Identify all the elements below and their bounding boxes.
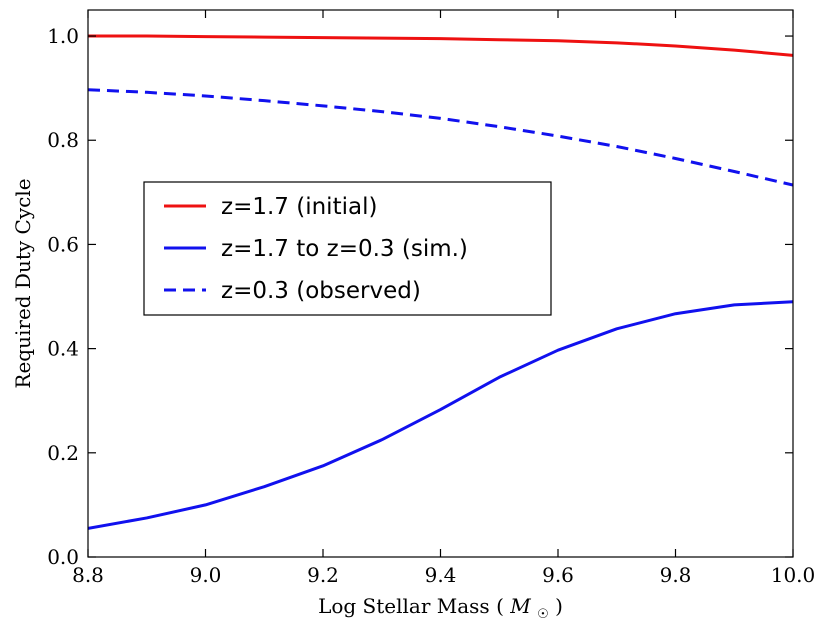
x-tick-label: 9.6: [542, 563, 574, 587]
x-axis-label: Log Stellar Mass ( M ☉ ): [318, 594, 563, 623]
x-tick-label: 9.2: [307, 563, 339, 587]
y-tick-label: 0.0: [47, 545, 79, 569]
x-tick-label: 10.0: [771, 563, 816, 587]
y-tick-label: 0.6: [47, 232, 79, 256]
x-axis-label-text: Log Stellar Mass: [318, 594, 490, 618]
x-tick-label: 9.8: [660, 563, 692, 587]
series-line-2: [88, 300, 793, 530]
x-axis-label-paren-open: (: [496, 594, 504, 618]
axis-ticks: [87, 10, 794, 558]
y-tick-label: 1.0: [47, 24, 79, 48]
series-line-3: [88, 88, 793, 187]
y-tick-label: 0.2: [47, 441, 79, 465]
x-tick-label: 9.0: [190, 563, 222, 587]
y-axis-label: Required Duty Cycle: [11, 178, 35, 388]
legend-box: [143, 181, 552, 316]
y-tick-label: 0.8: [47, 128, 79, 152]
y-tick-labels: 0.0 0.2 0.4 0.6 0.8 1.0: [47, 24, 79, 569]
series-line-1: [88, 34, 793, 57]
y-tick-label: 0.4: [47, 337, 79, 361]
x-tick-label: 8.8: [72, 563, 104, 587]
legend-label-1: z=1.7 (initial): [221, 194, 377, 220]
x-tick-label: 9.4: [425, 563, 457, 587]
legend-label-2: z=1.7 to z=0.3 (sim.): [221, 236, 468, 262]
x-axis-label-paren-close: ): [555, 594, 563, 618]
legend-label-3: z=0.3 (observed): [221, 278, 421, 304]
legend: z=1.7 (initial) z=1.7 to z=0.3 (sim.) z=0.…: [143, 181, 552, 316]
x-axis-unit-subscript: ☉: [537, 607, 549, 622]
series-lines: [88, 34, 793, 530]
x-axis-unit-symbol: M: [509, 594, 531, 618]
x-tick-labels: 8.8 9.0 9.2 9.4 9.6 9.8 10.0: [72, 563, 815, 587]
